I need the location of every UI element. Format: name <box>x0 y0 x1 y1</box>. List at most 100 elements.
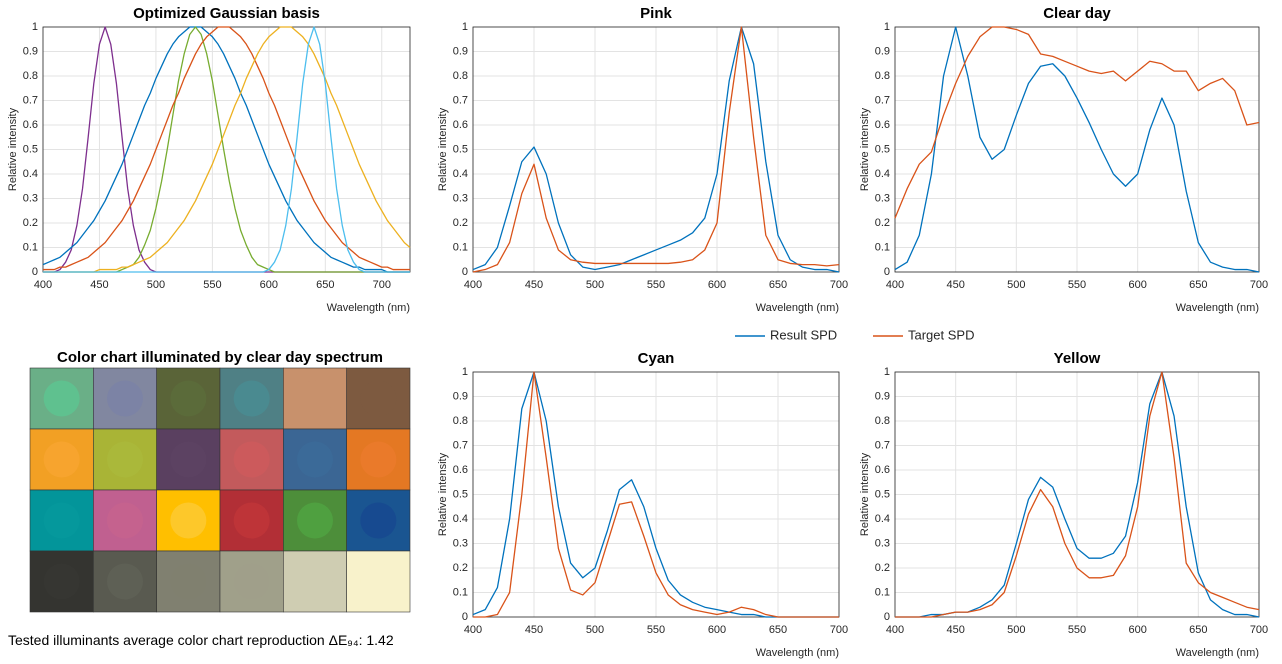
color-patch-center <box>170 502 207 539</box>
y-tick-label: 1 <box>462 21 468 33</box>
y-tick-label: 0.3 <box>875 537 890 549</box>
y-tick-label: 0.6 <box>23 119 38 131</box>
y-tick-label: 0.9 <box>23 45 38 57</box>
x-tick-label: 550 <box>647 624 665 636</box>
color-patch-center <box>233 441 270 478</box>
y-tick-label: 0 <box>462 266 468 278</box>
color-patch-center <box>233 380 270 417</box>
y-axis-label: Relative intensity <box>437 452 449 536</box>
footer-label: Tested illuminants average color chart r… <box>8 632 362 648</box>
y-tick-label: 1 <box>462 366 468 378</box>
x-tick-label: 550 <box>1068 624 1086 636</box>
y-tick-label: 0.2 <box>875 562 890 574</box>
color-patch-center <box>360 380 397 417</box>
y-tick-label: 0.2 <box>453 562 468 574</box>
x-tick-label: 550 <box>203 279 221 291</box>
color-chart-title: Color chart illuminated by clear day spe… <box>57 349 383 366</box>
y-tick-label: 0 <box>462 611 468 623</box>
x-tick-label: 700 <box>373 279 391 291</box>
series-line <box>472 26 840 273</box>
color-patch-center <box>170 563 207 600</box>
x-tick-label: 650 <box>769 624 787 636</box>
x-tick-label: 650 <box>316 279 334 291</box>
x-tick-label: 700 <box>1250 279 1268 291</box>
x-tick-label: 550 <box>1068 279 1086 291</box>
series-line <box>894 26 1260 219</box>
color-patch-center <box>107 441 143 478</box>
x-tick-label: 450 <box>525 279 543 291</box>
plot-border <box>894 371 1260 618</box>
x-tick-label: 600 <box>1128 624 1146 636</box>
y-tick-label: 0.8 <box>453 415 468 427</box>
y-axis-label: Relative intensity <box>7 107 19 191</box>
series-line <box>43 26 410 273</box>
y-tick-label: 0.1 <box>23 241 38 253</box>
y-tick-label: 0.1 <box>453 241 468 253</box>
color-patch-center <box>297 563 333 600</box>
chart-title: Optimized Gaussian basis <box>133 5 320 22</box>
y-tick-label: 0.6 <box>453 119 468 131</box>
y-tick-label: 0.7 <box>453 439 468 451</box>
x-tick-label: 550 <box>647 279 665 291</box>
color-patch-center <box>360 441 397 478</box>
y-tick-label: 0.5 <box>453 488 468 500</box>
color-patch-center <box>170 441 207 478</box>
series-line <box>895 371 1260 618</box>
y-tick-label: 0.2 <box>453 217 468 229</box>
y-tick-label: 0.4 <box>453 168 468 180</box>
x-tick-label: 500 <box>586 279 604 291</box>
y-tick-label: 0.5 <box>453 143 468 155</box>
color-patch-center <box>297 502 333 539</box>
x-tick-label: 400 <box>464 624 482 636</box>
x-tick-label: 600 <box>708 279 726 291</box>
x-tick-label: 450 <box>525 624 543 636</box>
color-patch-center <box>43 380 80 417</box>
x-tick-label: 400 <box>886 279 904 291</box>
y-tick-label: 0.9 <box>453 390 468 402</box>
color-patch-center <box>107 502 143 539</box>
y-tick-label: 0.1 <box>453 586 468 598</box>
y-tick-label: 0 <box>32 266 38 278</box>
color-patch-center <box>107 380 143 417</box>
plot-border <box>472 26 840 273</box>
y-tick-label: 0.7 <box>875 94 890 106</box>
x-tick-label: 400 <box>34 279 52 291</box>
color-patch-center <box>360 563 397 600</box>
y-tick-label: 0 <box>884 266 890 278</box>
y-tick-label: 0.3 <box>453 192 468 204</box>
y-tick-label: 1 <box>884 21 890 33</box>
x-tick-label: 450 <box>946 279 964 291</box>
x-tick-label: 600 <box>260 279 278 291</box>
y-tick-label: 0.8 <box>453 70 468 82</box>
y-tick-label: 1 <box>884 366 890 378</box>
y-tick-label: 0.7 <box>23 94 38 106</box>
color-patch <box>156 489 221 552</box>
y-tick-label: 0.5 <box>23 143 38 155</box>
footer-value: 1.42 <box>366 632 393 648</box>
y-tick-label: 0.3 <box>453 537 468 549</box>
series-line <box>43 26 410 271</box>
color-patch-center <box>43 563 80 600</box>
y-tick-label: 0 <box>884 611 890 623</box>
y-tick-label: 0.4 <box>875 168 890 180</box>
y-tick-label: 0.7 <box>453 94 468 106</box>
x-tick-label: 400 <box>886 624 904 636</box>
legend-label: Result SPD <box>770 327 837 342</box>
color-patch-center <box>43 502 80 539</box>
color-patch-center <box>297 441 333 478</box>
color-patch-center <box>107 563 143 600</box>
y-tick-label: 1 <box>32 21 38 33</box>
series-line <box>473 371 839 618</box>
chart-title: Cyan <box>638 350 675 367</box>
x-tick-label: 650 <box>1189 279 1207 291</box>
x-tick-label: 650 <box>769 279 787 291</box>
x-tick-label: 500 <box>147 279 165 291</box>
x-tick-label: 700 <box>830 624 848 636</box>
y-tick-label: 0.3 <box>875 192 890 204</box>
series-line <box>43 26 411 273</box>
x-axis-label: Wavelength (nm) <box>1176 302 1259 314</box>
x-tick-label: 700 <box>1250 624 1268 636</box>
legend-label: Target SPD <box>908 327 974 342</box>
y-axis-label: Relative intensity <box>859 452 871 536</box>
color-patch-center <box>233 502 270 539</box>
